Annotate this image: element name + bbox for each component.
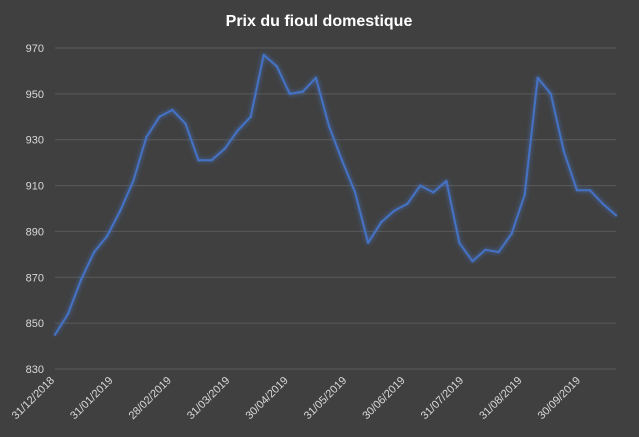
data-point bbox=[158, 115, 161, 118]
data-point bbox=[432, 191, 435, 194]
x-tick-label: 31/12/2018 bbox=[10, 375, 57, 422]
data-point bbox=[53, 333, 57, 336]
data-point bbox=[119, 209, 122, 212]
y-tick-label: 890 bbox=[26, 226, 44, 238]
data-point bbox=[510, 232, 513, 235]
data-point bbox=[523, 193, 526, 196]
data-point bbox=[132, 179, 135, 183]
data-point bbox=[445, 179, 448, 183]
data-point bbox=[393, 209, 396, 212]
data-point bbox=[223, 147, 226, 151]
data-point bbox=[236, 129, 239, 132]
data-point bbox=[575, 188, 579, 192]
data-point bbox=[275, 65, 278, 68]
x-tick-label: 30/06/2019 bbox=[360, 375, 407, 422]
data-point bbox=[249, 115, 252, 118]
data-point bbox=[588, 188, 592, 192]
data-point bbox=[314, 76, 318, 80]
data-point bbox=[105, 234, 109, 238]
data-point bbox=[549, 92, 552, 96]
y-tick-label: 910 bbox=[26, 181, 44, 193]
data-point bbox=[484, 248, 487, 251]
y-axis-ticks: 830 850 870 890 910 930 950 970 bbox=[26, 43, 44, 376]
data-point bbox=[66, 312, 70, 316]
data-point bbox=[288, 92, 292, 96]
data-point bbox=[406, 202, 409, 206]
data-point bbox=[327, 124, 331, 128]
series-layer bbox=[53, 53, 618, 336]
y-tick-label: 870 bbox=[26, 272, 44, 284]
data-point bbox=[471, 260, 474, 263]
data-point bbox=[210, 159, 213, 162]
data-point bbox=[353, 191, 357, 194]
gridlines bbox=[55, 47, 616, 370]
data-point bbox=[301, 90, 305, 93]
data-point bbox=[340, 159, 344, 162]
data-point bbox=[379, 221, 383, 224]
data-point bbox=[184, 122, 187, 125]
data-point bbox=[171, 108, 174, 112]
data-point bbox=[197, 159, 200, 162]
y-tick-label: 850 bbox=[26, 318, 44, 330]
x-tick-label: 28/02/2019 bbox=[127, 375, 174, 422]
y-tick-label: 930 bbox=[26, 135, 44, 147]
x-tick-label: 31/01/2019 bbox=[68, 375, 115, 422]
x-tick-label: 31/03/2019 bbox=[185, 375, 232, 422]
y-tick-label: 970 bbox=[26, 43, 44, 55]
x-tick-label: 30/04/2019 bbox=[243, 375, 290, 422]
y-tick-label: 830 bbox=[26, 364, 44, 376]
data-point bbox=[458, 241, 461, 245]
x-tick-label: 31/07/2019 bbox=[419, 375, 466, 422]
y-tick-label: 950 bbox=[26, 89, 44, 101]
series-line bbox=[54, 53, 617, 336]
data-point bbox=[614, 214, 618, 217]
data-point bbox=[262, 53, 265, 57]
chart-title: Prix du fioul domestique bbox=[226, 13, 413, 30]
data-point bbox=[497, 250, 500, 254]
x-tick-label: 30/09/2019 bbox=[536, 375, 583, 422]
data-point bbox=[419, 184, 422, 187]
x-tick-label: 31/08/2019 bbox=[477, 375, 524, 422]
data-point bbox=[366, 241, 370, 245]
data-point bbox=[92, 250, 96, 254]
data-point bbox=[536, 76, 539, 80]
x-tick-label: 31/05/2019 bbox=[302, 375, 349, 422]
x-axis-ticks: 31/12/2018 31/01/2019 28/02/2019 31/03/2019… bbox=[10, 375, 583, 422]
data-point bbox=[562, 149, 566, 153]
data-point bbox=[145, 136, 148, 139]
data-point bbox=[601, 202, 605, 206]
data-point bbox=[79, 278, 83, 281]
